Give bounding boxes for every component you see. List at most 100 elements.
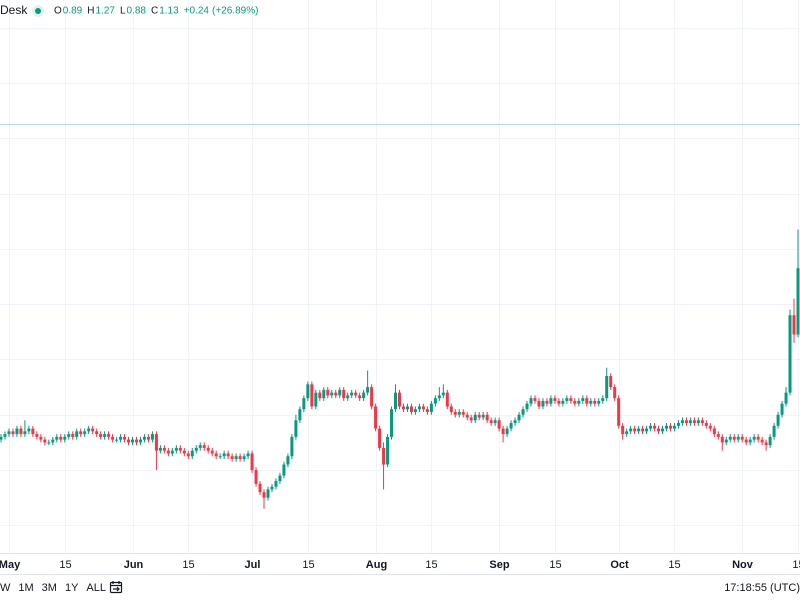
range-button[interactable]: 1M xyxy=(18,582,33,594)
legend: Desk O 0.89 H 1.27 L 0.88 C 1.13 +0.24 (+26.89%) xyxy=(0,3,258,17)
candle-body xyxy=(784,392,788,404)
candle-body xyxy=(772,425,776,437)
candle-body xyxy=(150,434,154,440)
x-tick-label: 15 xyxy=(182,559,194,571)
clock: 17:18:55 (UTC) xyxy=(724,582,800,594)
candle-body xyxy=(425,409,429,412)
toolbar[interactable]: W 1M 3M 1Y ALL 17:18:55 (UTC) xyxy=(0,582,800,594)
candle-body xyxy=(613,387,617,399)
candle-body xyxy=(27,428,31,432)
legend-value: 1.27 xyxy=(95,6,115,17)
candle-body xyxy=(15,428,19,435)
candle-body xyxy=(521,409,525,415)
candle-body xyxy=(134,439,138,443)
candle-body xyxy=(83,431,87,435)
candle-body xyxy=(79,431,83,435)
range-button[interactable]: ALL xyxy=(86,582,106,594)
candle-body xyxy=(398,392,401,407)
candle-body xyxy=(306,384,310,399)
candle-body xyxy=(202,445,206,448)
candle-body xyxy=(342,389,346,399)
candle-body xyxy=(31,428,35,435)
candle-body xyxy=(409,406,413,412)
range-button[interactable]: 1Y xyxy=(65,582,79,594)
candle-body xyxy=(461,411,465,415)
candle-body xyxy=(465,414,469,418)
candle-body xyxy=(788,315,792,393)
candle-body xyxy=(250,453,254,471)
candle-body xyxy=(182,450,186,454)
candle-body xyxy=(350,392,354,396)
candle-body xyxy=(401,406,405,410)
candle-body xyxy=(326,389,330,396)
candle-body xyxy=(529,398,533,404)
candle-body xyxy=(505,428,509,435)
candle-body xyxy=(437,395,441,399)
candle-body xyxy=(354,392,358,396)
candle-body xyxy=(278,475,282,482)
candle-body xyxy=(537,400,541,407)
candle-body xyxy=(194,447,198,451)
candle-body xyxy=(780,403,784,415)
candle-body xyxy=(0,436,3,440)
legend-label: C xyxy=(151,6,158,17)
x-tick-label: Jun xyxy=(124,559,144,571)
candle-body xyxy=(605,376,609,399)
grid xyxy=(0,0,800,553)
candle-body xyxy=(234,456,238,459)
candle-body xyxy=(218,456,222,458)
range-button[interactable]: W xyxy=(0,582,11,594)
candle-body xyxy=(672,425,676,429)
candle-body xyxy=(720,436,724,443)
calendar-icon[interactable] xyxy=(109,581,123,594)
x-tick-label: 15 xyxy=(59,559,71,571)
candle-body xyxy=(95,431,99,435)
candle-body xyxy=(178,447,182,451)
candle-body xyxy=(740,436,744,440)
candle-body xyxy=(358,395,362,399)
legend-change: +0.24 xyxy=(184,6,210,17)
candle-body xyxy=(453,411,457,415)
candle-body xyxy=(226,453,230,457)
candle-body xyxy=(736,436,740,440)
candle-body xyxy=(517,414,521,421)
candle-body xyxy=(704,423,708,426)
candle-body xyxy=(162,447,166,451)
candle-body xyxy=(493,420,497,424)
candle-body xyxy=(142,436,146,440)
candle-body xyxy=(688,420,692,424)
candle-body xyxy=(764,442,768,446)
candle-body xyxy=(597,400,601,404)
candle-body xyxy=(11,431,15,435)
candle-body xyxy=(637,428,641,432)
candle-body xyxy=(198,445,202,448)
candle-body xyxy=(115,439,119,441)
candle-body xyxy=(290,436,294,457)
candle-body xyxy=(131,439,135,443)
candle-body xyxy=(413,409,417,412)
candle-body xyxy=(119,436,123,440)
range-button[interactable]: 3M xyxy=(42,582,57,594)
candle-body xyxy=(469,417,473,421)
candle-body xyxy=(621,425,625,435)
candle-body xyxy=(166,450,170,454)
candle-body xyxy=(242,456,246,459)
candle-body xyxy=(649,425,653,429)
candle-body xyxy=(254,470,258,484)
candle-body xyxy=(684,420,688,424)
candle-body xyxy=(501,428,505,435)
candle-body xyxy=(87,428,91,432)
candle-body xyxy=(696,420,700,424)
candle-body xyxy=(449,406,453,412)
candle-body xyxy=(796,268,800,335)
candle-body xyxy=(633,428,637,432)
candle-body xyxy=(557,400,561,404)
candle-body xyxy=(71,434,75,437)
candle-body xyxy=(657,428,661,432)
candle-body xyxy=(441,392,445,396)
candle-body xyxy=(127,439,131,443)
candle-body xyxy=(712,428,716,435)
legend-label: O xyxy=(54,6,62,17)
candle-body xyxy=(477,414,481,418)
